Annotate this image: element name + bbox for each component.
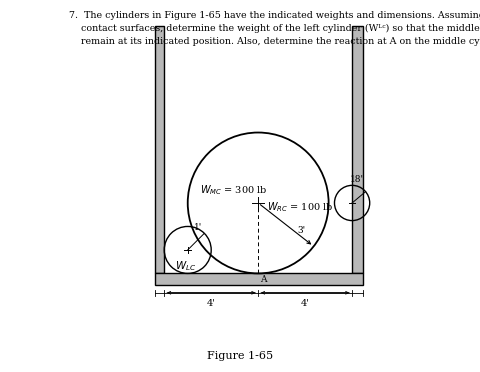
Bar xyxy=(351,26,362,273)
Text: A: A xyxy=(260,275,266,284)
Text: 7.  The cylinders in Figure 1-65 have the indicated weights and dimensions. Assu: 7. The cylinders in Figure 1-65 have the… xyxy=(69,11,480,20)
Bar xyxy=(155,273,362,285)
Text: 18": 18" xyxy=(349,176,364,185)
Text: 4': 4' xyxy=(300,299,309,308)
Text: remain at its indicated position. Also, determine the reaction at A on the middl: remain at its indicated position. Also, … xyxy=(69,37,480,46)
Text: 4': 4' xyxy=(206,299,215,308)
Bar xyxy=(155,26,164,273)
Text: contact surfaces, determine the weight of the left cylinder (Wᴸᶜ) so that the mi: contact surfaces, determine the weight o… xyxy=(69,24,480,33)
Text: 1': 1' xyxy=(194,222,202,232)
Text: $W_{RC}$ = 100 lb: $W_{RC}$ = 100 lb xyxy=(267,201,333,214)
Text: $W_{MC}$ = 300 lb: $W_{MC}$ = 300 lb xyxy=(199,183,267,197)
Text: 3': 3' xyxy=(297,226,304,235)
Text: $W_{LC}$: $W_{LC}$ xyxy=(175,259,196,273)
Text: Figure 1-65: Figure 1-65 xyxy=(207,351,273,361)
